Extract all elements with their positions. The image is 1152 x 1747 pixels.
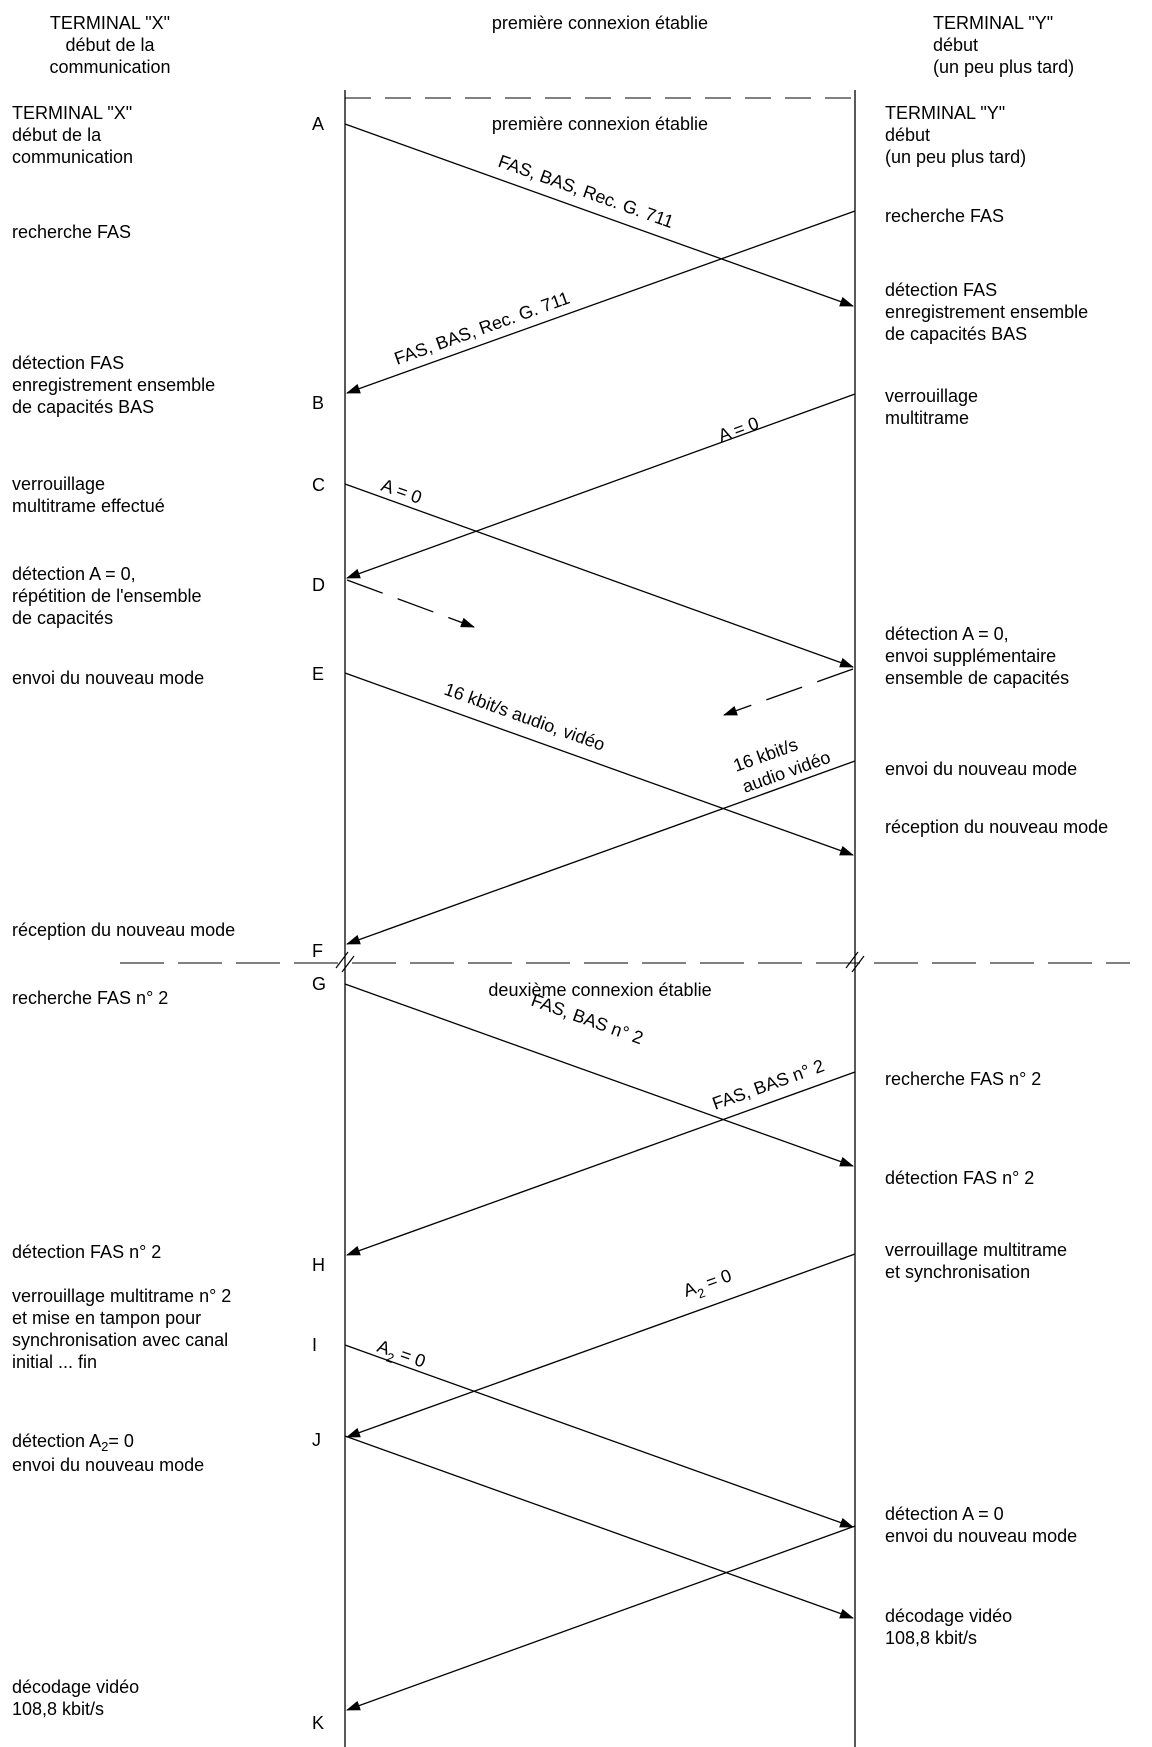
- right-multiframe-sync: verrouillage multitrame et synchronisati…: [885, 1240, 1068, 1282]
- arrow-y-to-x-a-eq-0: [346, 393, 856, 579]
- left-terminal-x-start: TERMINAL "X" début de la communication: [12, 103, 134, 167]
- arrow-y-to-x-fas-bas-g711: [346, 210, 856, 394]
- right-fas-detection: détection FAS enregistrement ensemble de…: [885, 280, 1089, 344]
- point-a: A: [312, 114, 325, 134]
- point-i: I: [312, 1335, 318, 1355]
- right-search-fas: recherche FAS: [885, 206, 1005, 226]
- left-multiframe-lock-2: verrouillage multitrame n° 2 et mise en …: [12, 1286, 232, 1372]
- label-a-eq-0-y: A = 0: [716, 413, 762, 446]
- arrow-y-to-x-a2-eq-0: [346, 1253, 856, 1438]
- label-fas-bas-g711-x: FAS, BAS, Rec. G. 711: [496, 151, 677, 232]
- arrow-x-dashed-repeat-capabilities: [346, 579, 475, 628]
- point-j: J: [312, 1430, 321, 1450]
- label-a2-eq-0-x: A2 = 0: [373, 1336, 428, 1376]
- left-search-fas-2: recherche FAS n° 2: [12, 988, 169, 1008]
- right-a0-detection: détection A = 0, envoi supplémentaire en…: [885, 624, 1070, 688]
- right-search-fas-2: recherche FAS n° 2: [885, 1069, 1042, 1089]
- left-send-new-mode-2: envoi du nouveau mode: [12, 1455, 205, 1475]
- right-video-decoding: décodage vidéo 108,8 kbit/s: [885, 1606, 1013, 1648]
- arrow-x-to-y-fas-bas-2: [344, 983, 854, 1167]
- point-g: G: [312, 974, 327, 994]
- left-send-new-mode: envoi du nouveau mode: [12, 668, 205, 688]
- left-a0-detection: détection A = 0, répétition de l'ensembl…: [12, 564, 202, 628]
- lifeline-break-mark-x: [335, 951, 355, 973]
- lifeline-break-mark-y: [845, 951, 865, 973]
- label-fas-bas-g711-y: FAS, BAS, Rec. G. 711: [392, 288, 573, 369]
- right-a-detection-new-mode: détection A = 0 envoi du nouveau mode: [885, 1504, 1078, 1546]
- header-terminal-x: TERMINAL "X" début de la communication: [49, 13, 171, 77]
- arrow-x-to-y-fas-bas-g711: [344, 123, 854, 307]
- right-fas-2-detection: détection FAS n° 2: [885, 1168, 1035, 1188]
- arrow-y-dashed-extra-capabilities: [723, 668, 854, 716]
- arrow-y-to-x-new-mode-2: [346, 1525, 856, 1711]
- left-fas-2-detection: détection FAS n° 2: [12, 1242, 162, 1262]
- right-receive-new-mode: réception du nouveau mode: [885, 817, 1109, 837]
- point-e: E: [312, 664, 325, 684]
- left-fas-detection: détection FAS enregistrement ensemble de…: [12, 353, 216, 417]
- point-d: D: [312, 575, 325, 595]
- arrow-y-to-x-new-mode: [346, 760, 856, 945]
- right-multiframe-lock: verrouillage multitrame: [885, 386, 979, 428]
- header-terminal-y: TERMINAL "Y" début (un peu plus tard): [933, 13, 1075, 77]
- point-k: K: [312, 1713, 325, 1733]
- label-fas-bas-2-y: FAS, BAS n° 2: [710, 1055, 827, 1113]
- right-send-new-mode: envoi du nouveau mode: [885, 759, 1078, 779]
- arrow-x-to-y-a-eq-0: [344, 483, 854, 668]
- arrow-y-to-x-fas-bas-2: [346, 1071, 856, 1256]
- left-multiframe-lock: verrouillage multitrame effectué: [12, 474, 165, 516]
- left-a2-detection: détection A2= 0: [12, 1431, 134, 1454]
- arrow-x-to-y-video-decoding: [344, 1435, 854, 1619]
- point-c: C: [312, 475, 325, 495]
- point-b: B: [312, 393, 325, 413]
- section-title-second-connection: deuxième connexion établie: [488, 980, 712, 1000]
- left-search-fas: recherche FAS: [12, 222, 132, 242]
- left-video-decoding: décodage vidéo 108,8 kbit/s: [12, 1677, 140, 1719]
- point-f: F: [312, 941, 323, 961]
- arrow-x-to-y-a2-eq-0: [344, 1344, 854, 1528]
- right-terminal-y-start: TERMINAL "Y" début (un peu plus tard): [885, 103, 1027, 167]
- point-h: H: [312, 1255, 325, 1275]
- header-center-title: première connexion établie: [491, 13, 709, 33]
- label-a-eq-0-x: A = 0: [379, 475, 425, 508]
- left-receive-new-mode: réception du nouveau mode: [12, 920, 236, 940]
- section-title-first-connection: première connexion établie: [491, 114, 709, 134]
- arrow-x-to-y-new-mode: [344, 672, 854, 856]
